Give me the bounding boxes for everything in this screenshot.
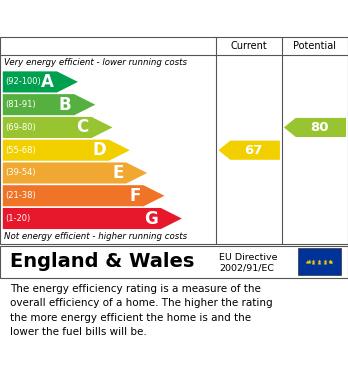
Polygon shape bbox=[3, 117, 112, 138]
Text: (39-54): (39-54) bbox=[5, 169, 35, 178]
Text: 2002/91/EC: 2002/91/EC bbox=[219, 264, 274, 273]
Text: (55-68): (55-68) bbox=[5, 146, 35, 155]
Text: (81-91): (81-91) bbox=[5, 100, 35, 109]
Text: G: G bbox=[144, 210, 158, 228]
Polygon shape bbox=[284, 118, 346, 137]
Text: England & Wales: England & Wales bbox=[10, 252, 195, 271]
Text: B: B bbox=[59, 96, 71, 114]
Polygon shape bbox=[3, 162, 147, 183]
Text: F: F bbox=[129, 187, 141, 205]
Text: 67: 67 bbox=[245, 144, 263, 157]
Polygon shape bbox=[219, 141, 280, 160]
Text: Current: Current bbox=[231, 41, 268, 51]
Text: Energy Efficiency Rating: Energy Efficiency Rating bbox=[9, 9, 229, 25]
Text: Very energy efficient - lower running costs: Very energy efficient - lower running co… bbox=[4, 58, 187, 67]
Text: A: A bbox=[41, 73, 54, 91]
Text: Potential: Potential bbox=[293, 41, 337, 51]
Polygon shape bbox=[3, 94, 95, 115]
Text: EU Directive: EU Directive bbox=[219, 253, 278, 262]
Text: E: E bbox=[112, 164, 124, 182]
Text: (1-20): (1-20) bbox=[5, 214, 30, 223]
Polygon shape bbox=[3, 208, 182, 229]
Text: C: C bbox=[77, 118, 89, 136]
Text: (21-38): (21-38) bbox=[5, 191, 35, 200]
Text: D: D bbox=[92, 141, 106, 159]
Polygon shape bbox=[3, 140, 130, 161]
Text: (92-100): (92-100) bbox=[5, 77, 41, 86]
Text: Not energy efficient - higher running costs: Not energy efficient - higher running co… bbox=[4, 232, 187, 241]
Bar bbox=[298, 248, 341, 275]
Text: The energy efficiency rating is a measure of the
overall efficiency of a home. T: The energy efficiency rating is a measur… bbox=[10, 284, 273, 337]
Text: 80: 80 bbox=[310, 121, 329, 134]
Text: (69-80): (69-80) bbox=[5, 123, 35, 132]
Polygon shape bbox=[3, 72, 78, 92]
Polygon shape bbox=[3, 185, 165, 206]
